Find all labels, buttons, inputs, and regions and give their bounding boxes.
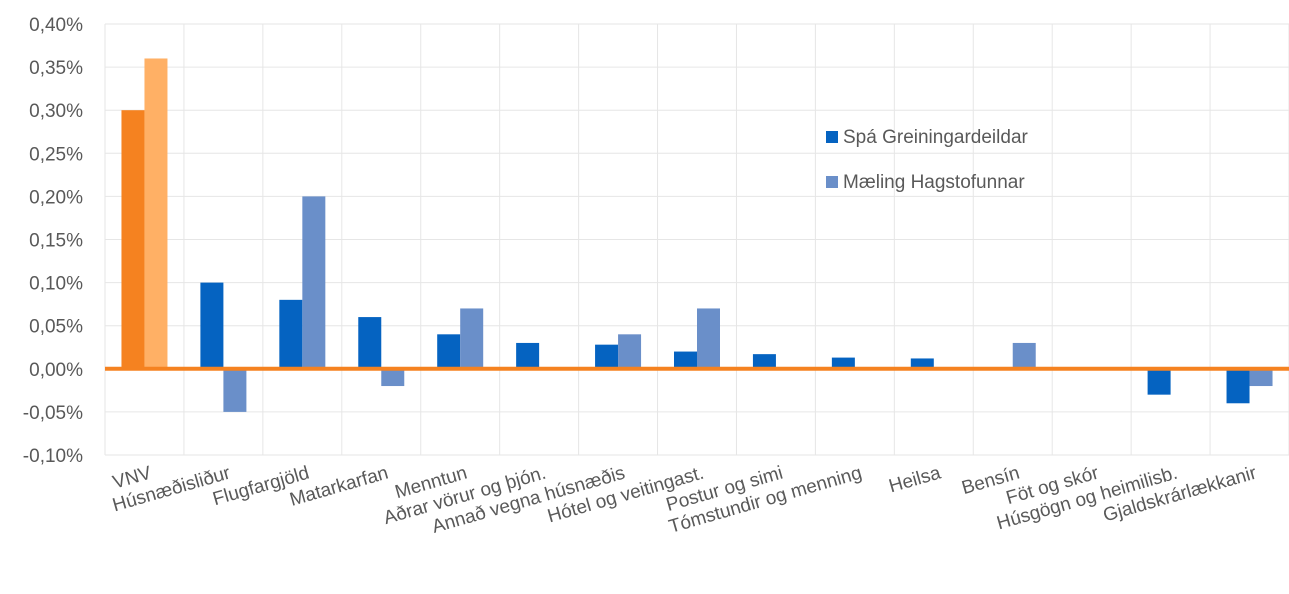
bar-maeling bbox=[697, 308, 720, 369]
y-tick-label: 0,35% bbox=[29, 58, 83, 79]
x-category-label: Heilsa bbox=[887, 463, 944, 498]
legend-label: Mæling Hagstofunnar bbox=[843, 172, 1025, 193]
y-tick-label: 0,05% bbox=[29, 317, 83, 338]
y-tick-label: -0,10% bbox=[23, 446, 83, 467]
legend-label: Spá Greiningardeildar bbox=[843, 127, 1029, 148]
legend: Spá Greiningardeildar Mæling Hagstofunnar bbox=[826, 127, 1029, 193]
legend-swatch bbox=[826, 131, 838, 143]
bar-spa bbox=[831, 357, 855, 369]
y-tick-label: 0,00% bbox=[29, 360, 83, 381]
bar-maeling bbox=[1249, 368, 1273, 387]
bar-spa bbox=[1226, 368, 1250, 404]
y-tick-label: 0,20% bbox=[29, 187, 83, 208]
bar-spa bbox=[674, 351, 697, 369]
bar-spa bbox=[910, 358, 934, 369]
bar-spa bbox=[437, 334, 461, 369]
y-axis-tick-labels: -0,10% -0,05% 0,00% 0,05% 0,10% 0,15% 0,20% 0,2… bbox=[23, 15, 83, 467]
bar-spa bbox=[1147, 368, 1171, 395]
bar-spa bbox=[200, 282, 224, 369]
legend-swatch bbox=[826, 176, 838, 188]
bar-maeling bbox=[144, 58, 168, 369]
y-tick-label: 0,10% bbox=[29, 274, 83, 295]
bar-spa bbox=[358, 317, 382, 369]
y-tick-label: 0,30% bbox=[29, 101, 83, 122]
bar-spa bbox=[121, 110, 145, 369]
bar-maeling bbox=[302, 196, 326, 369]
y-tick-label: 0,15% bbox=[29, 231, 83, 252]
bar-spa bbox=[279, 299, 303, 369]
bar-spa bbox=[595, 344, 619, 369]
y-tick-label: 0,40% bbox=[29, 15, 83, 36]
bar-maeling bbox=[223, 368, 247, 412]
bar-spa bbox=[516, 342, 540, 369]
bar-maeling bbox=[460, 308, 484, 369]
y-tick-label: 0,25% bbox=[29, 144, 83, 165]
bar-maeling bbox=[381, 368, 405, 387]
bar-maeling bbox=[1012, 342, 1036, 369]
bars bbox=[121, 58, 1273, 412]
bar-spa bbox=[752, 354, 776, 369]
bar-maeling bbox=[618, 334, 642, 369]
grid-lines bbox=[104, 23, 1289, 456]
y-tick-label: -0,05% bbox=[23, 403, 83, 424]
